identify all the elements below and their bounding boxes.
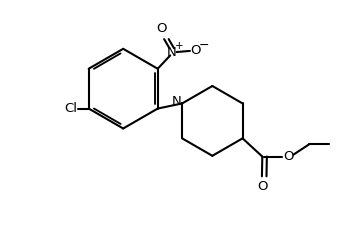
Text: O: O	[283, 150, 293, 163]
Text: O: O	[156, 22, 167, 35]
Text: O: O	[257, 180, 268, 193]
Text: N: N	[172, 95, 182, 108]
Text: Cl: Cl	[64, 102, 78, 115]
Text: −: −	[199, 39, 209, 52]
Text: +: +	[175, 41, 183, 51]
Text: N: N	[167, 46, 177, 59]
Text: O: O	[190, 45, 201, 57]
